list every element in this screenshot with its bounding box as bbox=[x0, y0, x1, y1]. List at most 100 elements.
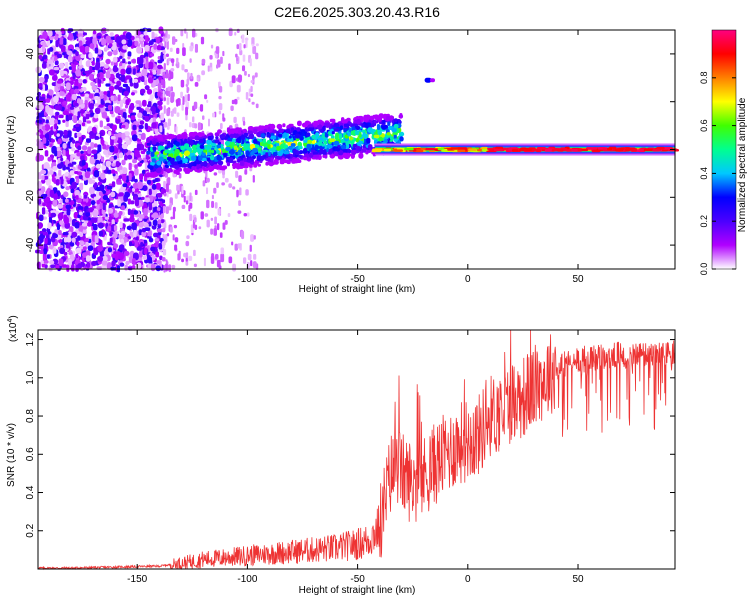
heatmap-cell bbox=[117, 115, 121, 119]
heatmap-cell bbox=[176, 184, 180, 192]
heatmap-cell bbox=[85, 113, 90, 120]
heatmap-cell bbox=[298, 145, 303, 150]
heatmap-cell bbox=[210, 44, 214, 49]
heatmap-cell bbox=[93, 217, 98, 224]
heatmap-cell bbox=[214, 139, 220, 144]
heatmap-cell bbox=[162, 205, 166, 214]
heatmap-cell bbox=[166, 40, 169, 50]
heatmap-cell bbox=[148, 135, 154, 140]
heatmap-cell bbox=[586, 147, 598, 150]
heatmap-cell bbox=[77, 84, 82, 90]
heatmap-cell bbox=[176, 112, 180, 117]
heatmap-cell bbox=[82, 79, 87, 84]
heatmap-cell bbox=[89, 103, 94, 110]
heatmap-cell bbox=[144, 162, 149, 170]
heatmap-cell bbox=[257, 163, 262, 167]
heatmap-cell bbox=[58, 258, 64, 267]
heatmap-cell bbox=[315, 132, 320, 138]
heatmap-cell bbox=[131, 134, 138, 142]
heatmap-cell bbox=[157, 83, 162, 90]
heatmap-cell bbox=[181, 103, 184, 111]
heatmap-cell bbox=[313, 154, 320, 158]
heatmap-cell bbox=[616, 148, 624, 151]
heatmap-cell bbox=[127, 208, 131, 216]
colorbar-tick-label: 0.0 bbox=[699, 263, 709, 276]
heatmap-cell bbox=[135, 100, 142, 104]
heatmap-cell bbox=[186, 31, 189, 39]
heatmap-cell bbox=[132, 159, 138, 164]
heatmap-cell bbox=[242, 157, 247, 162]
heatmap-cell bbox=[238, 175, 242, 183]
heatmap-cell bbox=[48, 216, 52, 224]
heatmap-cell bbox=[117, 136, 123, 144]
heatmap-cell bbox=[125, 140, 132, 146]
heatmap-cell bbox=[329, 118, 336, 123]
heatmap-cell bbox=[236, 28, 240, 33]
heatmap-cell bbox=[131, 265, 136, 270]
heatmap-cell bbox=[49, 108, 54, 116]
heatmap-cell bbox=[154, 127, 159, 134]
heatmap-cell bbox=[317, 124, 323, 130]
snr-y-tick-label: 0.2 bbox=[25, 523, 36, 537]
heatmap-cell bbox=[134, 178, 138, 183]
heatmap-cell bbox=[89, 73, 94, 81]
heatmap-cell bbox=[118, 252, 124, 261]
heatmap-cell bbox=[76, 241, 80, 247]
heatmap-cell bbox=[76, 132, 82, 138]
heatmap-cell bbox=[41, 179, 46, 184]
snr-x-tick-label: -150 bbox=[127, 574, 147, 585]
heatmap-cell bbox=[247, 73, 250, 78]
heatmap-cell bbox=[46, 254, 50, 259]
heatmap-cell bbox=[61, 45, 66, 53]
heatmap-cell bbox=[62, 232, 69, 236]
heatmap-cell bbox=[231, 75, 236, 84]
heatmap-cell bbox=[52, 74, 58, 82]
heatmap-cell bbox=[111, 163, 116, 167]
heatmap-cell bbox=[493, 148, 503, 152]
heatmap-cell bbox=[73, 211, 79, 219]
heatmap-cell bbox=[131, 222, 137, 231]
heatmap-cell bbox=[149, 114, 154, 118]
heatmap-cell bbox=[355, 145, 361, 151]
heatmap-cell bbox=[154, 178, 159, 183]
heatmap-y-tick-label: 40 bbox=[25, 48, 36, 60]
heatmap-cell bbox=[192, 162, 196, 167]
heatmap-cell bbox=[112, 243, 119, 249]
heatmap-cell bbox=[253, 138, 258, 144]
heatmap-cell bbox=[71, 264, 75, 272]
heatmap-cell bbox=[47, 30, 53, 37]
heatmap-cell bbox=[105, 160, 112, 168]
heatmap-cell bbox=[59, 199, 64, 203]
heatmap-cell bbox=[50, 264, 56, 269]
heatmap-cell bbox=[206, 219, 210, 228]
heatmap-cell bbox=[239, 160, 243, 166]
heatmap-cell bbox=[228, 63, 231, 71]
heatmap-cell bbox=[147, 262, 152, 269]
heatmap-cell bbox=[112, 56, 118, 63]
heatmap-cell bbox=[65, 186, 70, 191]
heatmap-cell bbox=[182, 158, 189, 164]
heatmap-cell bbox=[54, 123, 58, 130]
heatmap-cell bbox=[113, 225, 118, 232]
heatmap-cell bbox=[151, 158, 157, 163]
heatmap-cell bbox=[190, 155, 197, 161]
heatmap-cell bbox=[132, 58, 136, 64]
heatmap-cell bbox=[103, 94, 107, 101]
heatmap-cell bbox=[127, 56, 131, 60]
heatmap-cell bbox=[282, 123, 286, 128]
heatmap-cell bbox=[235, 170, 239, 179]
heatmap-panel: -150 -100 -50 0 50 -40 -20 0 20 40 Height of str… bbox=[6, 26, 679, 295]
heatmap-cell bbox=[468, 148, 477, 151]
heatmap-cell bbox=[47, 231, 52, 235]
heatmap-cell bbox=[90, 142, 95, 149]
heatmap-cell bbox=[477, 148, 484, 152]
heatmap-cell bbox=[65, 94, 71, 102]
heatmap-cell bbox=[66, 208, 71, 216]
heatmap-cell bbox=[128, 188, 133, 193]
heatmap-cell bbox=[132, 210, 139, 215]
colorbar-axis: 0.0 0.2 0.4 0.6 0.8 bbox=[699, 72, 736, 276]
heatmap-cell bbox=[109, 237, 113, 243]
heatmap-cell bbox=[57, 138, 62, 145]
heatmap-cell bbox=[227, 213, 231, 218]
heatmap-cell bbox=[185, 113, 188, 121]
